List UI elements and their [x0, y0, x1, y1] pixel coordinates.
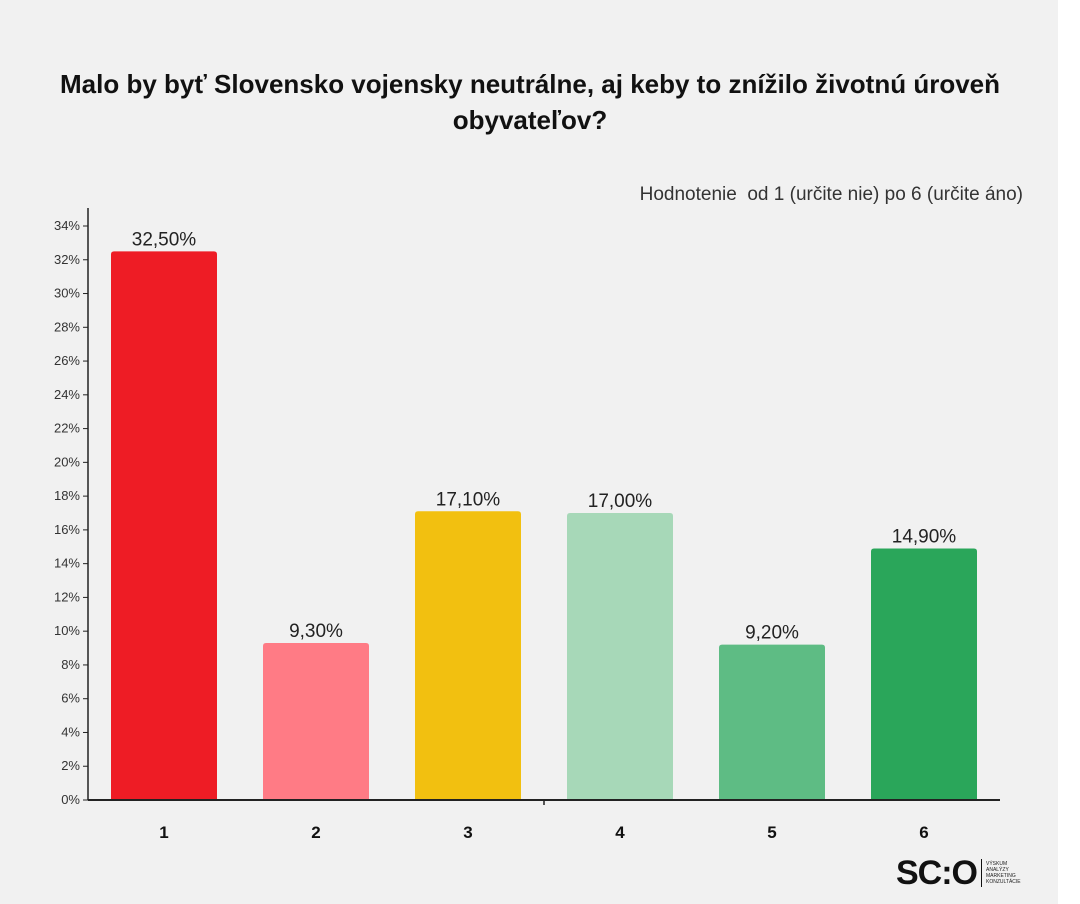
y-tick-label: 32% [54, 252, 80, 267]
data-label: 9,30% [289, 621, 343, 642]
bar [719, 644, 825, 800]
y-tick-label: 26% [54, 353, 80, 368]
y-tick-label: 18% [54, 488, 80, 503]
y-tick-label: 34% [54, 218, 80, 233]
y-tick-label: 4% [61, 724, 80, 739]
chart-subtitle: Hodnotenie od 1 (určite nie) po 6 (určit… [639, 184, 1023, 205]
logo-separator [981, 859, 982, 887]
y-tick-label: 2% [61, 758, 80, 773]
y-tick-label: 12% [54, 589, 80, 604]
y-tick-label: 24% [54, 387, 80, 402]
data-label: 14,90% [892, 526, 957, 547]
bar [567, 513, 673, 800]
logo-mark: SC:O [896, 854, 978, 892]
sc-logo: SC:O VÝSKUM ANALÝZY MARKETING KONZULTÁCI… [896, 855, 1021, 891]
chart-title: Malo by byť Slovensko vojensky neutrálne… [60, 69, 1000, 135]
page-edge [1058, 0, 1080, 904]
y-tick-label: 8% [61, 657, 80, 672]
y-tick-label: 22% [54, 421, 80, 436]
x-tick-label: 5 [767, 823, 776, 842]
x-tick-label: 6 [919, 823, 928, 842]
y-tick-label: 6% [61, 691, 80, 706]
bar [415, 511, 521, 800]
x-tick-label: 1 [159, 823, 168, 842]
logo-tagline-line: MARKETING [986, 873, 1016, 879]
bar [111, 251, 217, 800]
y-tick-label: 14% [54, 556, 80, 571]
logo-tagline-line: VÝSKUM [986, 861, 1008, 867]
data-label: 17,10% [436, 489, 501, 510]
data-label: 32,50% [132, 229, 197, 250]
logo-tagline-line: KONZULTÁCIE [986, 879, 1021, 885]
x-tick-label: 3 [463, 823, 472, 842]
y-tick-label: 28% [54, 319, 80, 334]
logo-tagline-line: ANALÝZY [986, 867, 1009, 873]
data-label: 17,00% [588, 491, 653, 512]
x-tick-label: 4 [615, 823, 625, 842]
logo-tagline: VÝSKUM ANALÝZY MARKETING KONZULTÁCIE [986, 861, 1021, 885]
x-tick-label: 2 [311, 823, 320, 842]
y-tick-label: 20% [54, 454, 80, 469]
y-tick-label: 16% [54, 522, 80, 537]
bar [263, 642, 369, 800]
y-tick-label: 10% [54, 623, 80, 638]
y-tick-label: 0% [61, 792, 80, 807]
bar [871, 548, 977, 800]
data-label: 9,20% [745, 623, 799, 644]
y-tick-label: 30% [54, 286, 80, 301]
